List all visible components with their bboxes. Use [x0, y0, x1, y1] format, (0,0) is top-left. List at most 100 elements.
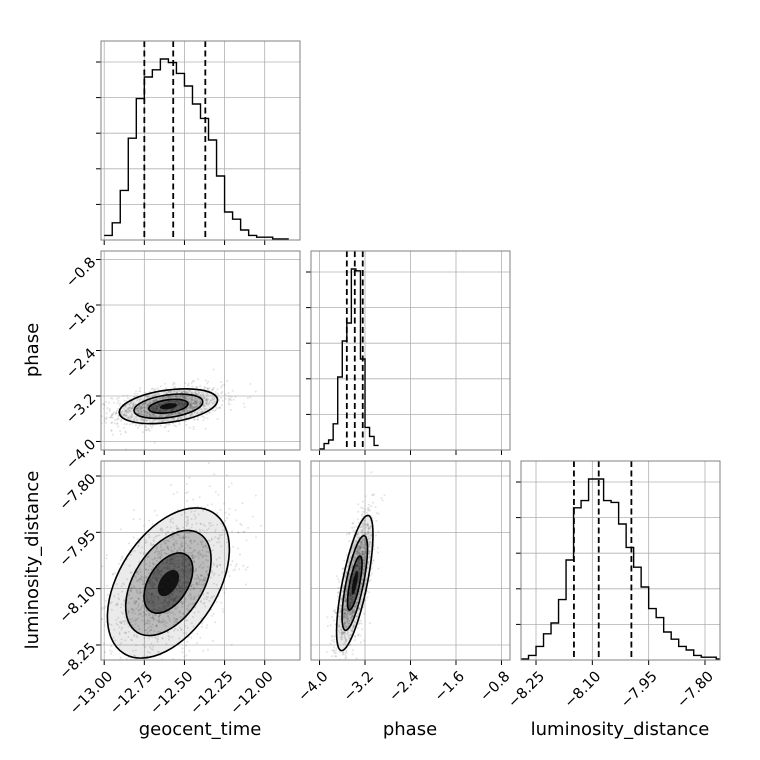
scatter-point [204, 386, 207, 389]
histogram-phase [319, 268, 379, 450]
scatter-point [183, 555, 186, 558]
scatter-point [188, 409, 191, 412]
scatter-point [351, 609, 354, 612]
scatter-point [191, 398, 194, 401]
scatter-point [119, 620, 122, 623]
scatter-point [158, 552, 161, 555]
scatter-point [183, 395, 186, 398]
scatter-point [136, 579, 139, 582]
scatter-point [179, 417, 182, 420]
scatter-point [359, 549, 362, 552]
scatter-point [360, 506, 363, 509]
scatter-point [119, 430, 122, 433]
scatter-point [359, 562, 362, 565]
scatter-point [152, 419, 155, 422]
scatter-point [369, 541, 372, 544]
scatter-point [358, 566, 360, 569]
scatter-point [345, 640, 347, 643]
scatter-point [166, 419, 169, 422]
scatter-point [157, 573, 160, 576]
scatter-point [146, 655, 148, 658]
scatter-point [137, 406, 139, 409]
scatter-point [156, 579, 159, 582]
scatter-point [135, 644, 138, 647]
scatter-point [377, 551, 379, 554]
scatter-point [348, 592, 351, 595]
scatter-point [189, 540, 192, 543]
scatter-point [361, 546, 364, 549]
scatter-point [169, 612, 172, 614]
scatter-point [149, 579, 152, 582]
scatter-point [120, 411, 123, 414]
scatter-point [155, 625, 158, 628]
scatter-point [214, 536, 217, 539]
scatter-point [187, 568, 190, 571]
scatter-point [226, 541, 229, 544]
scatter-point [184, 395, 187, 398]
scatter-point [177, 404, 179, 407]
scatter-point [148, 612, 151, 615]
scatter-point [201, 556, 204, 559]
scatter-point [204, 379, 207, 382]
scatter-point [194, 570, 197, 573]
scatter-point [368, 508, 370, 511]
scatter-point [196, 574, 198, 577]
scatter-point [351, 526, 354, 529]
scatter-point [159, 546, 162, 549]
scatter-point [172, 563, 175, 565]
scatter-point [182, 390, 185, 393]
scatter-point [163, 612, 166, 615]
scatter-point [162, 607, 165, 610]
scatter-point [151, 576, 154, 579]
scatter-point [119, 683, 121, 685]
scatter-point [196, 401, 199, 404]
scatter-point [151, 587, 154, 590]
scatter-point [208, 402, 210, 405]
scatter-point [194, 400, 197, 403]
scatter-point [152, 539, 155, 542]
scatter-point [218, 406, 221, 409]
scatter-point [180, 600, 183, 603]
scatter-point [174, 413, 176, 416]
scatter-point [129, 620, 132, 623]
scatter-point [181, 561, 184, 564]
scatter-point [207, 522, 210, 525]
scatter-point [170, 546, 173, 549]
scatter-point [140, 410, 143, 413]
scatter-point [122, 582, 124, 585]
scatter-point [198, 580, 201, 583]
scatter-point [343, 622, 346, 625]
scatter-point [366, 523, 369, 526]
scatter-point [358, 572, 361, 575]
scatter-point [157, 608, 159, 611]
scatter-point [180, 568, 183, 571]
scatter-point [343, 607, 346, 610]
scatter-point [192, 418, 195, 421]
scatter-point [163, 548, 166, 551]
scatter-point [164, 542, 167, 545]
scatter-point [363, 564, 366, 567]
scatter-point [108, 623, 111, 626]
scatter-point [156, 534, 159, 537]
scatter-point [103, 417, 106, 420]
scatter-point [166, 546, 169, 549]
scatter-point [206, 559, 209, 562]
scatter-point [200, 408, 203, 411]
scatter-point [146, 419, 149, 422]
scatter-point [375, 511, 378, 514]
scatter-point [361, 538, 364, 541]
scatter-point [190, 584, 193, 587]
scatter-point [150, 597, 153, 600]
scatter-point [359, 641, 362, 644]
scatter-point [224, 397, 227, 400]
scatter-point [135, 600, 137, 603]
scatter-point [105, 600, 107, 602]
scatter-point [148, 429, 151, 432]
scatter-point [133, 602, 136, 605]
scatter-point [154, 388, 157, 391]
scatter-point [135, 590, 138, 593]
scatter-point [136, 418, 138, 421]
scatter-point [372, 559, 375, 562]
scatter-point [221, 400, 224, 402]
scatter-point [194, 403, 197, 406]
